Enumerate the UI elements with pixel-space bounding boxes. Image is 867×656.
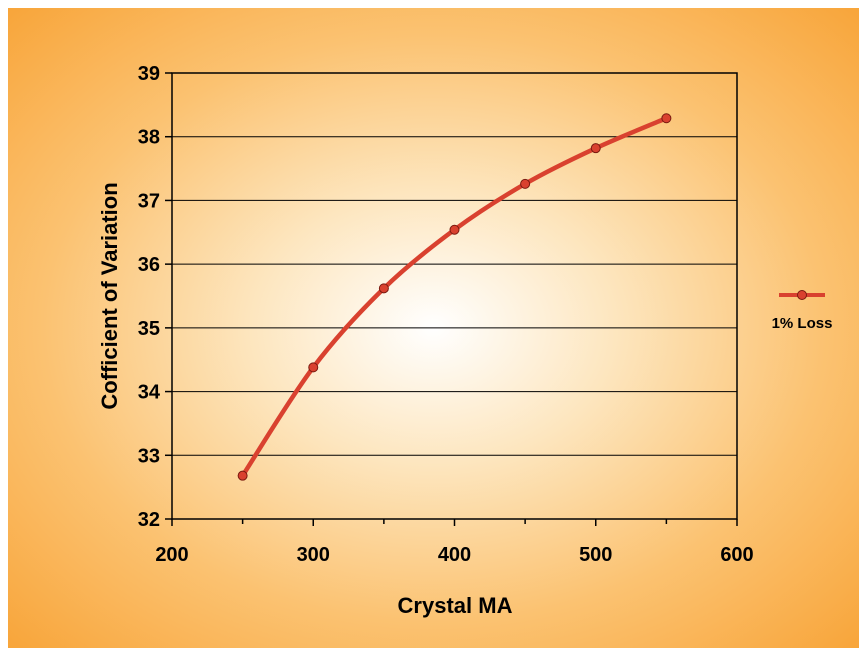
y-tick-label: 33	[138, 445, 160, 467]
y-tick-label: 35	[138, 318, 160, 340]
data-point	[520, 178, 531, 189]
data-point	[590, 143, 601, 154]
legend-label: 1% Loss	[772, 315, 833, 332]
y-tick-label: 39	[138, 63, 160, 85]
data-point	[661, 113, 672, 124]
data-point	[378, 283, 389, 294]
gridlines	[172, 136, 737, 456]
y-tick-label: 37	[138, 190, 160, 212]
data-point	[449, 224, 460, 235]
tick-labels: 32 33 34 35 36 37 38 39 200 300 400 500 600	[138, 63, 754, 566]
x-tick-label: 200	[155, 544, 188, 566]
y-tick-label: 36	[138, 254, 160, 276]
legend-marker	[797, 290, 807, 300]
x-tick-label: 400	[438, 544, 471, 566]
data-point	[237, 470, 248, 481]
x-axis-title: Crystal MA	[398, 593, 513, 618]
y-tick-label: 34	[138, 382, 161, 404]
legend: 1% Loss	[772, 290, 833, 332]
data-point	[308, 362, 319, 373]
y-tick-label: 38	[138, 127, 160, 149]
y-tick-label: 32	[138, 509, 160, 531]
series-line-0	[240, 115, 669, 478]
axis-ticks	[165, 72, 738, 526]
x-tick-label: 300	[297, 544, 330, 566]
y-axis-title: Cofficient of Variation	[97, 182, 122, 409]
x-tick-label: 600	[720, 544, 753, 566]
series-layer	[237, 113, 672, 481]
x-tick-label: 500	[579, 544, 612, 566]
